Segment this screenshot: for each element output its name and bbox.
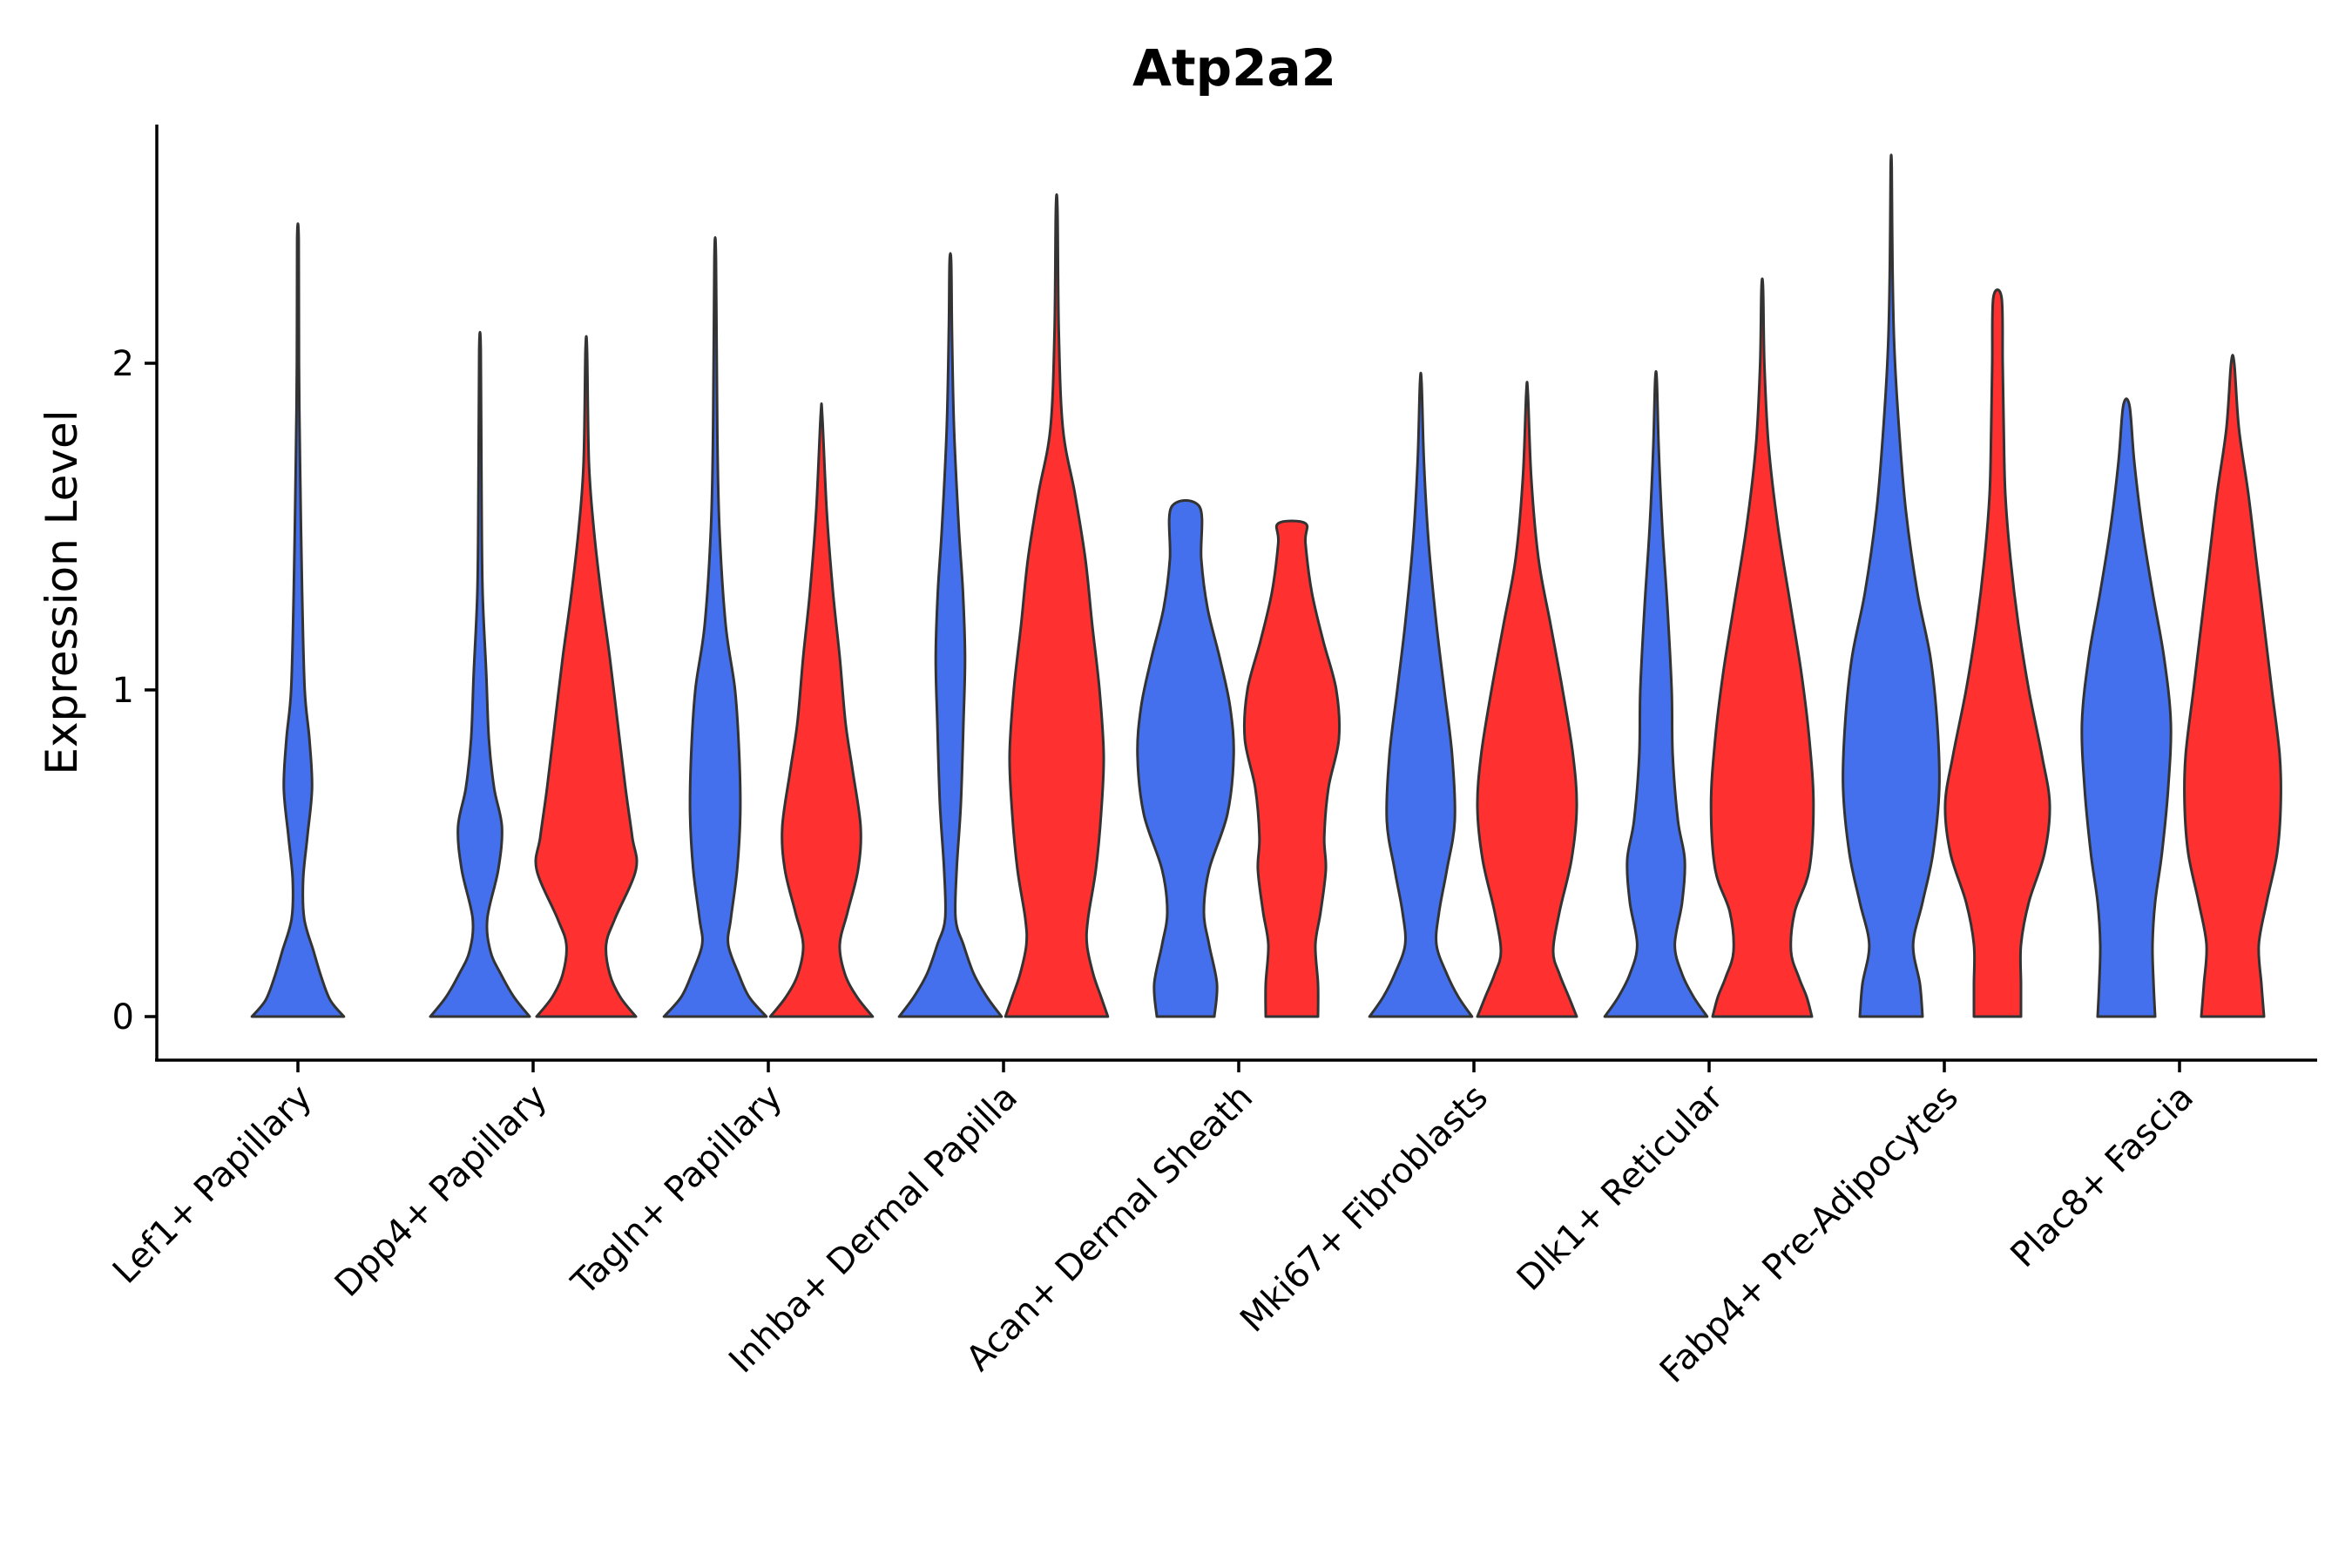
x-tick-group: Lef1+ Papillary Dpp4+ Papillary Tagln+ Pap… [105, 1060, 2201, 1391]
violin-blue [662, 236, 768, 1018]
violin-red [534, 335, 639, 1018]
x-tick-label: Plac8+ Fascia [2004, 1078, 2202, 1276]
violin-red [768, 402, 875, 1018]
x-tick-label: Dpp4+ Papillary [328, 1078, 555, 1305]
x-tick-label: Dlk1+ Reticular [1510, 1077, 1732, 1299]
y-axis-label: Expression Level [37, 409, 87, 774]
violin-red [1943, 288, 2051, 1018]
violin-blue [897, 252, 1004, 1018]
y-tick-label: 0 [112, 997, 134, 1037]
violin-blue [1603, 369, 1709, 1018]
x-tick-label: Mki67+ Fibroblasts [1233, 1078, 1496, 1341]
violin-blue [2080, 397, 2173, 1018]
chart-title: Atp2a2 [1132, 38, 1336, 98]
x-tick-label: Tagln+ Papillary [564, 1078, 790, 1304]
violin-blue [429, 330, 531, 1018]
violin-red [1709, 277, 1815, 1018]
violin-blue [1368, 371, 1474, 1018]
violin-red [1476, 381, 1578, 1018]
violin-blue [1136, 499, 1235, 1018]
x-tick-label: Lef1+ Papillary [105, 1078, 320, 1292]
violin-group [250, 153, 2282, 1018]
violin-blue [250, 222, 346, 1018]
violin-blue [1842, 153, 1941, 1018]
violin-red [1242, 519, 1342, 1018]
y-tick-label: 1 [112, 671, 134, 711]
y-tick-label: 2 [112, 344, 134, 384]
violin-red [2183, 354, 2282, 1018]
violin-red [1004, 193, 1110, 1018]
y-tick-group: 0 1 2 [112, 344, 157, 1037]
